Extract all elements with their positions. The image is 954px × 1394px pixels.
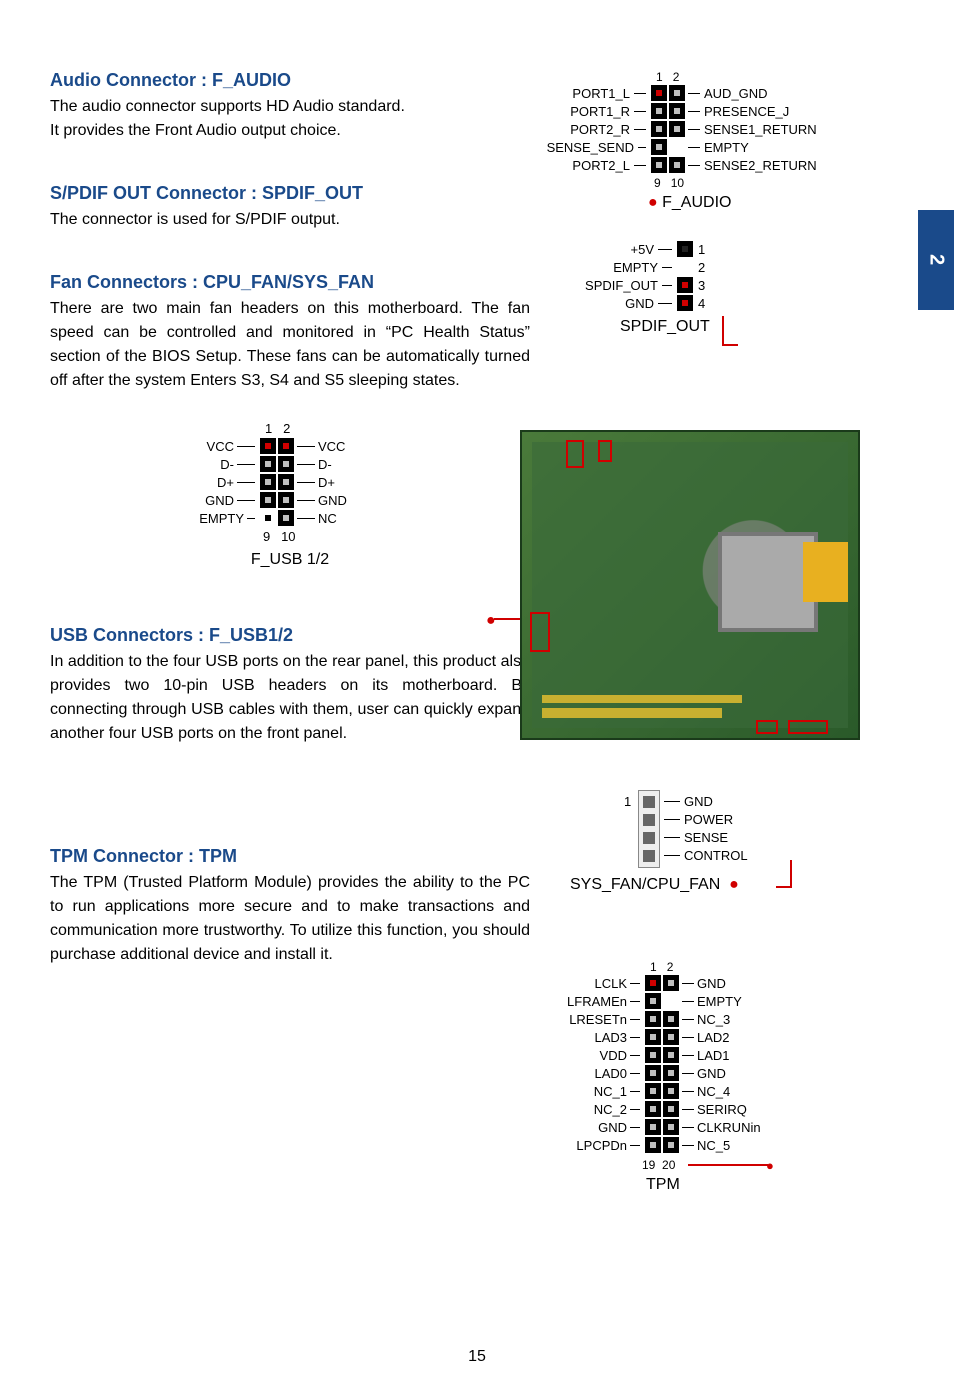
- pin-num: 1: [698, 242, 705, 257]
- text: The TPM (Trusted Platform Module) provid…: [50, 871, 530, 967]
- pin-label: D+: [318, 475, 335, 490]
- pin-label: LAD0: [594, 1066, 627, 1081]
- pin-label: POWER: [684, 812, 733, 827]
- pin-label: GND: [697, 976, 726, 991]
- heading-spdif: S/PDIF OUT Connector : SPDIF_OUT: [50, 183, 530, 204]
- pin-num: 20: [662, 1158, 675, 1172]
- pin-label: VCC: [207, 439, 234, 454]
- connector-name: TPM: [646, 1176, 680, 1194]
- pin-label: EMPTY: [199, 511, 244, 526]
- pin-label: NC_4: [697, 1084, 730, 1099]
- pin-label: LAD2: [697, 1030, 730, 1045]
- pin-label: NC_3: [697, 1012, 730, 1027]
- pin-num: 2: [667, 960, 674, 974]
- heading-audio: Audio Connector : F_AUDIO: [50, 70, 530, 91]
- connector-name: F_AUDIO: [662, 194, 731, 211]
- pin-label: +5V: [631, 242, 655, 257]
- pin-num: 10: [671, 176, 684, 190]
- connector-name: SYS_FAN/CPU_FAN: [570, 876, 720, 893]
- pin-label: LFRAMEn: [567, 994, 627, 1009]
- pin-num: 1: [650, 960, 657, 974]
- pin-label: LCLK: [594, 976, 627, 991]
- pin-label: SPDIF_OUT: [585, 278, 658, 293]
- chapter-tab: 2: [918, 210, 954, 310]
- pin-label: D-: [220, 457, 234, 472]
- text: The connector is used for S/PDIF output.: [50, 208, 530, 232]
- pin-label: SENSE_SEND: [547, 140, 634, 155]
- pin-label: NC_1: [594, 1084, 627, 1099]
- connector-name: SPDIF_OUT: [620, 318, 710, 335]
- pin-num: 9: [263, 529, 270, 544]
- text: There are two main fan headers on this m…: [50, 297, 530, 393]
- motherboard-image: [520, 430, 860, 740]
- section-usb: USB Connectors : F_USB1/2 In addition to…: [50, 625, 530, 746]
- connector-name: F_USB 1/2: [155, 551, 425, 569]
- pin-label: NC_2: [594, 1102, 627, 1117]
- pin-label: GND: [318, 493, 347, 508]
- pin-label: CONTROL: [684, 848, 748, 863]
- pin-label: NC_5: [697, 1138, 730, 1153]
- pin-label: GND: [625, 296, 654, 311]
- pin-label: SENSE: [684, 830, 728, 845]
- pin-num: 2: [673, 70, 680, 84]
- text: In addition to the four USB ports on the…: [50, 650, 530, 746]
- pin-label: D-: [318, 457, 332, 472]
- pin-num: 1: [624, 794, 631, 809]
- heading-fan: Fan Connectors : CPU_FAN/SYS_FAN: [50, 272, 530, 293]
- pin-num: 3: [698, 278, 705, 293]
- pin-label: LRESETn: [569, 1012, 627, 1027]
- pin-label: D+: [217, 475, 234, 490]
- section-audio: Audio Connector : F_AUDIO The audio conn…: [50, 70, 530, 143]
- text: The audio connector supports HD Audio st…: [50, 98, 405, 115]
- pin-label: GND: [684, 794, 713, 809]
- section-tpm: TPM Connector : TPM The TPM (Trusted Pla…: [50, 846, 530, 967]
- pin-label: AUD_GND: [704, 86, 768, 101]
- pin-label: EMPTY: [613, 260, 658, 275]
- pin-label: EMPTY: [697, 994, 742, 1009]
- pin-label: SENSE1_RETURN: [704, 122, 817, 137]
- pin-num: 2: [283, 421, 290, 436]
- heading-usb: USB Connectors : F_USB1/2: [50, 625, 530, 646]
- pin-label: VDD: [600, 1048, 627, 1063]
- pin-label: SENSE2_RETURN: [704, 158, 817, 173]
- page-number: 15: [0, 1348, 954, 1366]
- section-fan: Fan Connectors : CPU_FAN/SYS_FAN There a…: [50, 272, 530, 393]
- text: It provides the Front Audio output choic…: [50, 122, 341, 139]
- pin-label: PORT1_R: [570, 104, 630, 119]
- heading-tpm: TPM Connector : TPM: [50, 846, 530, 867]
- pin-num: 4: [698, 296, 705, 311]
- pin-num: 2: [698, 260, 705, 275]
- pin-label: LPCPDn: [576, 1138, 627, 1153]
- pin-label: LAD1: [697, 1048, 730, 1063]
- pin-label: GND: [598, 1120, 627, 1135]
- pin-label: EMPTY: [704, 140, 749, 155]
- pin-label: GND: [205, 493, 234, 508]
- pin-label: PORT2_R: [570, 122, 630, 137]
- pin-label: LAD3: [594, 1030, 627, 1045]
- diagram-fusb: 1 2 VCC D- D+ GND EMPTY VCC D-: [155, 421, 425, 601]
- pin-label: GND: [697, 1066, 726, 1081]
- pin-num: 19: [642, 1158, 655, 1172]
- pin-label: SERIRQ: [697, 1102, 747, 1117]
- pin-label: CLKRUNin: [697, 1120, 761, 1135]
- pin-label: NC: [318, 511, 337, 526]
- section-spdif: S/PDIF OUT Connector : SPDIF_OUT The con…: [50, 183, 530, 232]
- pin-num: 1: [656, 70, 663, 84]
- pin-label: VCC: [318, 439, 345, 454]
- pin-num: 1: [265, 421, 272, 436]
- pin-label: PRESENCE_J: [704, 104, 789, 119]
- pin-num: 9: [654, 176, 661, 190]
- pin-num: 10: [281, 529, 295, 544]
- pin-label: PORT1_L: [572, 86, 630, 101]
- pin-label: PORT2_L: [572, 158, 630, 173]
